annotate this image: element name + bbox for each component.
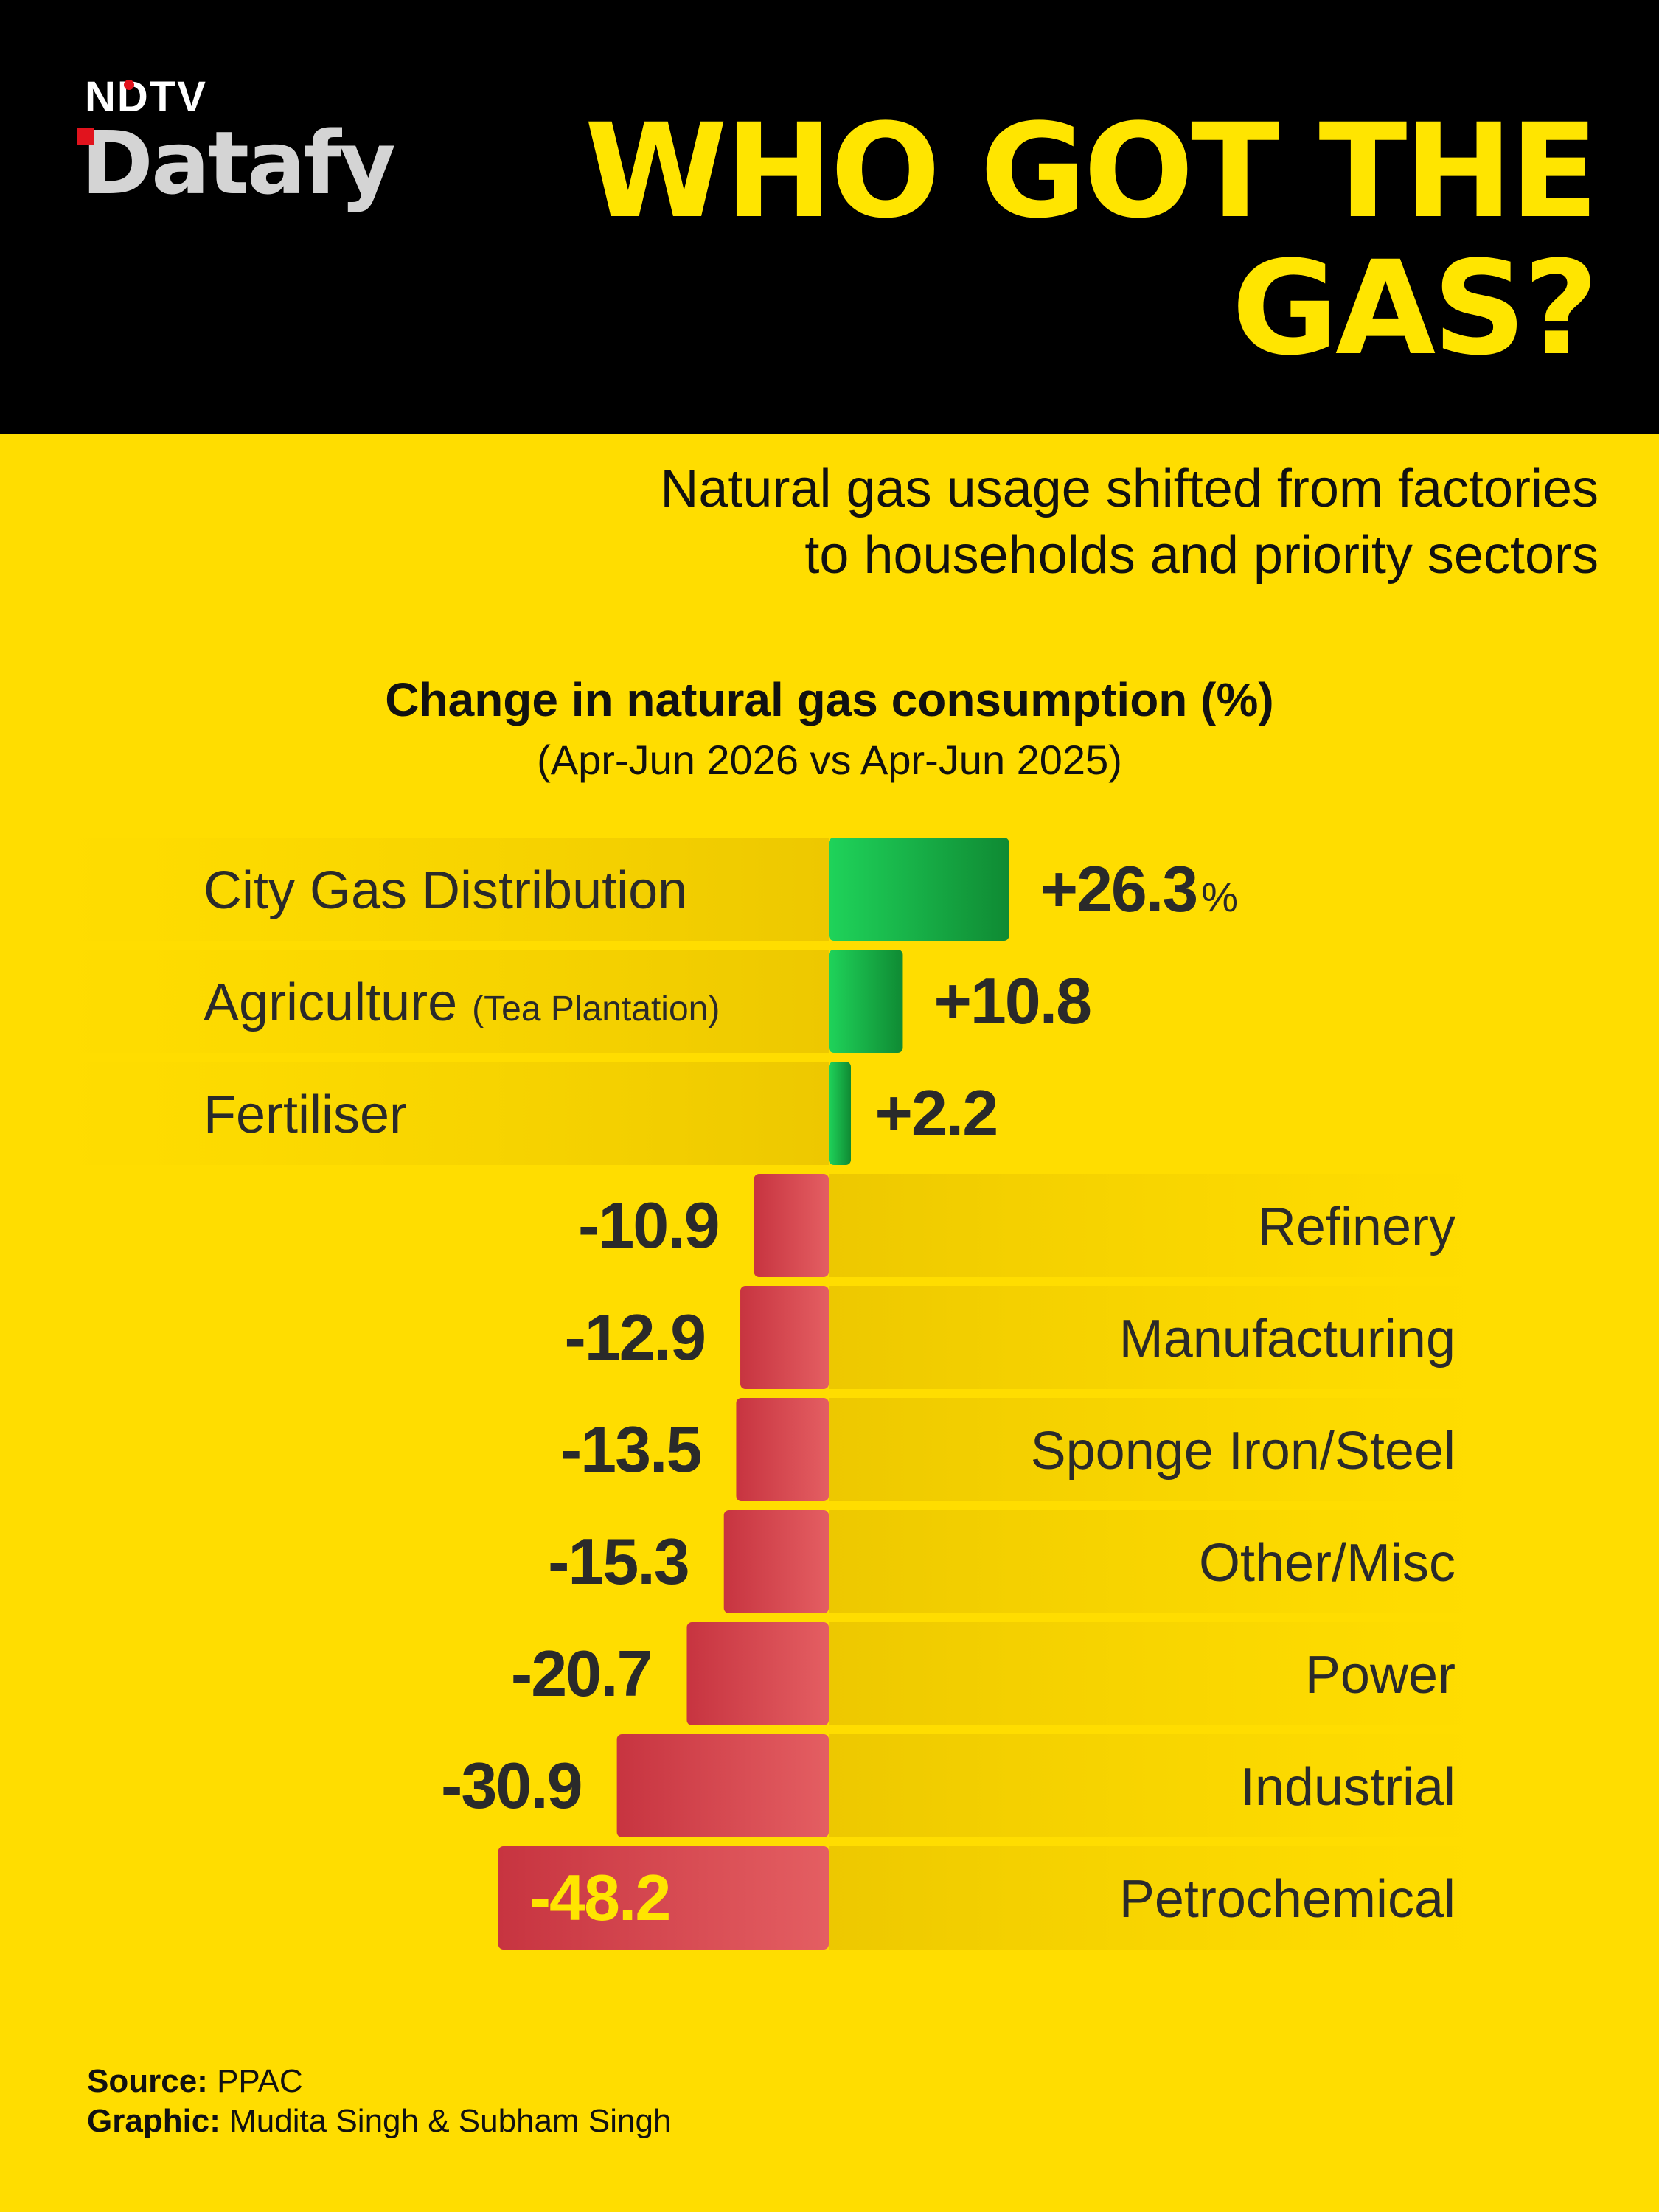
bar-refinery bbox=[754, 1174, 829, 1277]
category-label-power: Power bbox=[1305, 1646, 1455, 1705]
bar-other-misc bbox=[723, 1510, 829, 1613]
value-label-industrial: -30.9 bbox=[441, 1749, 582, 1822]
value-label-sponge-iron-steel: -13.5 bbox=[560, 1413, 701, 1486]
source-credit: Source: PPAC bbox=[87, 2063, 303, 2100]
category-label-refinery: Refinery bbox=[1258, 1197, 1455, 1256]
bar-sponge-iron-steel bbox=[736, 1398, 829, 1501]
logo-red-square-icon bbox=[77, 128, 94, 145]
category-label-other-misc: Other/Misc bbox=[1199, 1534, 1455, 1593]
category-label-fertiliser: Fertiliser bbox=[204, 1085, 407, 1144]
category-label-manufacturing: Manufacturing bbox=[1119, 1310, 1455, 1368]
category-label-industrial: Industrial bbox=[1240, 1758, 1455, 1817]
source-value: PPAC bbox=[217, 2063, 303, 2099]
value-label-power: -20.7 bbox=[511, 1637, 652, 1710]
logo-red-dot-icon bbox=[124, 80, 134, 90]
row-band-petrochemical bbox=[829, 1846, 1482, 1950]
category-label-sponge-iron-steel: Sponge Iron/Steel bbox=[1031, 1422, 1455, 1481]
category-label-petrochemical: Petrochemical bbox=[1119, 1870, 1455, 1929]
graphic-value: Mudita Singh & Subham Singh bbox=[229, 2103, 672, 2139]
graphic-credit: Graphic: Mudita Singh & Subham Singh bbox=[87, 2103, 671, 2140]
subtitle: Natural gas usage shifted from factories… bbox=[660, 459, 1599, 585]
row-band-other-misc bbox=[829, 1510, 1482, 1613]
bar-industrial bbox=[616, 1734, 829, 1837]
bar-agriculture bbox=[829, 950, 903, 1053]
bar-power bbox=[686, 1622, 829, 1725]
row-band-agriculture bbox=[59, 950, 829, 1053]
chart-subtitle: (Apr-Jun 2026 vs Apr-Jun 2025) bbox=[537, 737, 1122, 783]
row-band-manufacturing bbox=[829, 1286, 1482, 1389]
row-band-sponge-iron-steel bbox=[829, 1398, 1482, 1501]
row-band-fertiliser bbox=[59, 1062, 829, 1165]
value-label-manufacturing: -12.9 bbox=[564, 1301, 705, 1374]
bar-city-gas-distribution bbox=[829, 838, 1009, 941]
value-label-fertiliser: +2.2 bbox=[874, 1077, 997, 1150]
main-title: WHO GOT THE GAS? bbox=[584, 96, 1599, 384]
value-label-city-gas-distribution: +26.3% bbox=[1040, 852, 1237, 925]
category-label-agriculture: Agriculture (Tea Plantation) bbox=[204, 973, 720, 1032]
chart-title: Change in natural gas consumption (%) bbox=[385, 673, 1274, 726]
bar-manufacturing bbox=[740, 1286, 829, 1389]
bar-petrochemical bbox=[498, 1846, 829, 1950]
row-band-city-gas-distribution bbox=[59, 838, 829, 941]
header-band bbox=[0, 0, 1659, 434]
value-label-petrochemical: -48.2 bbox=[529, 1861, 670, 1934]
value-label-agriculture: +10.8 bbox=[933, 964, 1091, 1037]
bar-fertiliser bbox=[829, 1062, 851, 1165]
row-band-refinery bbox=[829, 1174, 1482, 1277]
graphic-label: Graphic: bbox=[87, 2103, 220, 2139]
ndtv-logo-text: NDTV bbox=[85, 73, 207, 121]
datafy-logo-text: Datafy bbox=[81, 112, 396, 214]
category-label-city-gas-distribution: City Gas Distribution bbox=[204, 861, 687, 920]
source-label: Source: bbox=[87, 2063, 208, 2099]
row-band-industrial bbox=[829, 1734, 1482, 1837]
value-label-refinery: -10.9 bbox=[578, 1189, 719, 1262]
value-label-other-misc: -15.3 bbox=[548, 1525, 689, 1598]
row-band-power bbox=[829, 1622, 1482, 1725]
